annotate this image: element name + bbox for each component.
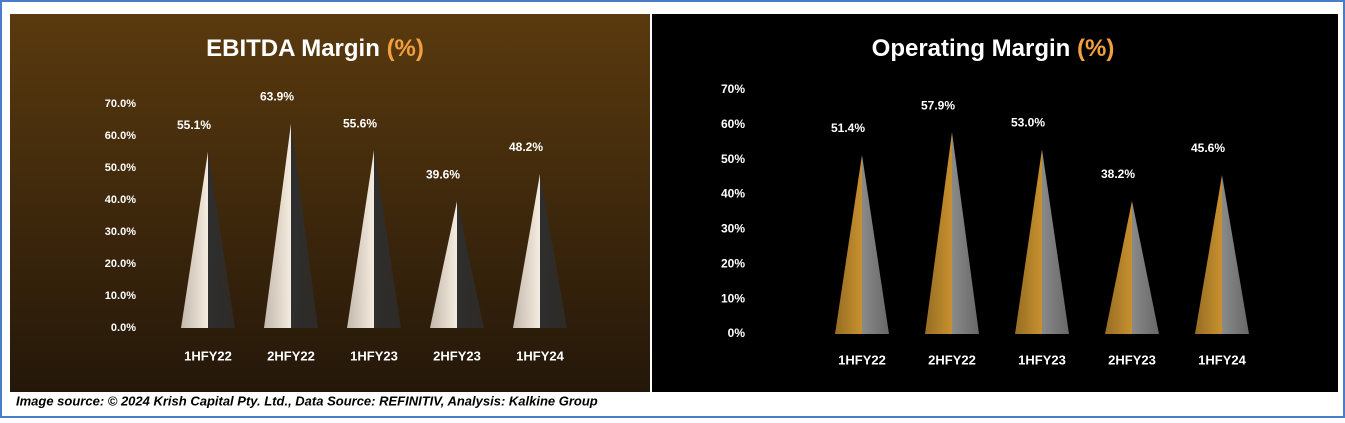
value-label: 53.0%: [1011, 115, 1045, 129]
y-tick-label: 30.0%: [105, 226, 136, 238]
chart: Operating Margin (%) 0% 10% 20% 30% 40% 50% 60%…: [652, 14, 1338, 392]
chart-title: Operating Margin (%): [872, 35, 1115, 62]
cone-light: [430, 201, 457, 328]
cone: [1105, 200, 1159, 334]
cone: [835, 154, 889, 334]
cone-light: [347, 150, 374, 328]
cone-light: [181, 151, 208, 328]
value-label: 55.1%: [177, 118, 211, 132]
cone-dark: [1042, 149, 1069, 334]
y-tick-label: 50%: [721, 152, 745, 166]
title-unit: (%): [1077, 35, 1114, 62]
y-tick-label: 0.0%: [111, 322, 136, 334]
x-tick-label: 1HFY23: [1018, 352, 1066, 367]
cone-dark: [540, 173, 567, 328]
y-tick-label: 20.0%: [105, 258, 136, 270]
cone-light: [1105, 200, 1132, 334]
value-label: 63.9%: [260, 90, 294, 104]
chart-title: EBITDA Margin (%): [206, 35, 424, 62]
cone-dark: [862, 154, 889, 334]
x-tick-label: 1HFY24: [516, 348, 564, 363]
x-tick-label: 1HFY24: [1198, 352, 1246, 367]
cone-light: [1015, 149, 1042, 334]
panel: [652, 14, 1338, 392]
cone-dark: [208, 151, 235, 328]
value-label: 51.4%: [831, 121, 865, 135]
y-tick-label: 10.0%: [105, 290, 136, 302]
y-tick-label: 70%: [721, 82, 745, 96]
value-label: 38.2%: [1101, 167, 1135, 181]
value-label: 48.2%: [509, 140, 543, 154]
cone-dark: [1132, 200, 1159, 334]
cone: [264, 123, 318, 329]
x-tick-label: 2HFY23: [433, 348, 481, 363]
title-unit: (%): [387, 35, 424, 62]
value-label: 57.9%: [921, 98, 955, 112]
y-tick-label: 60%: [721, 117, 745, 131]
cone: [181, 151, 235, 328]
cone-dark: [457, 201, 484, 328]
value-label: 55.6%: [343, 116, 377, 130]
x-tick-label: 1HFY22: [184, 348, 232, 363]
chart: EBITDA Margin (%) 0.0% 10.0% 20.0% 30.0% 40.0…: [10, 14, 650, 392]
title-text: EBITDA Margin: [206, 35, 380, 62]
cone: [925, 132, 979, 334]
y-tick-label: 30%: [721, 222, 745, 236]
cone-light: [264, 123, 291, 329]
cone: [513, 173, 567, 328]
cone-dark: [291, 123, 318, 329]
cone-light: [835, 154, 862, 334]
cone: [347, 150, 401, 328]
cone-dark: [374, 150, 401, 328]
cone-dark: [952, 132, 979, 334]
y-tick-label: 40%: [721, 187, 745, 201]
cone-light: [1195, 175, 1222, 334]
caption: Image source: © 2024 Krish Capital Pty. …: [16, 393, 598, 408]
x-tick-label: 2HFY22: [928, 352, 976, 367]
x-tick-label: 2HFY22: [267, 348, 315, 363]
cone-light: [925, 132, 952, 334]
value-label: 45.6%: [1191, 141, 1225, 155]
cone: [1015, 149, 1069, 334]
y-tick-label: 70.0%: [105, 98, 136, 110]
y-tick-label: 40.0%: [105, 194, 136, 206]
x-tick-label: 1HFY23: [350, 348, 398, 363]
y-tick-label: 50.0%: [105, 162, 136, 174]
cone-light: [513, 173, 540, 328]
y-tick-label: 10%: [721, 291, 745, 305]
cone: [430, 201, 484, 328]
x-tick-label: 1HFY22: [838, 352, 886, 367]
y-tick-label: 0%: [728, 326, 746, 340]
y-tick-label: 20%: [721, 256, 745, 270]
title-text: Operating Margin: [872, 35, 1071, 62]
value-label: 39.6%: [426, 167, 460, 181]
cone: [1195, 175, 1249, 334]
cone-dark: [1222, 175, 1249, 334]
x-tick-label: 2HFY23: [1108, 352, 1156, 367]
y-tick-label: 60.0%: [105, 130, 136, 142]
